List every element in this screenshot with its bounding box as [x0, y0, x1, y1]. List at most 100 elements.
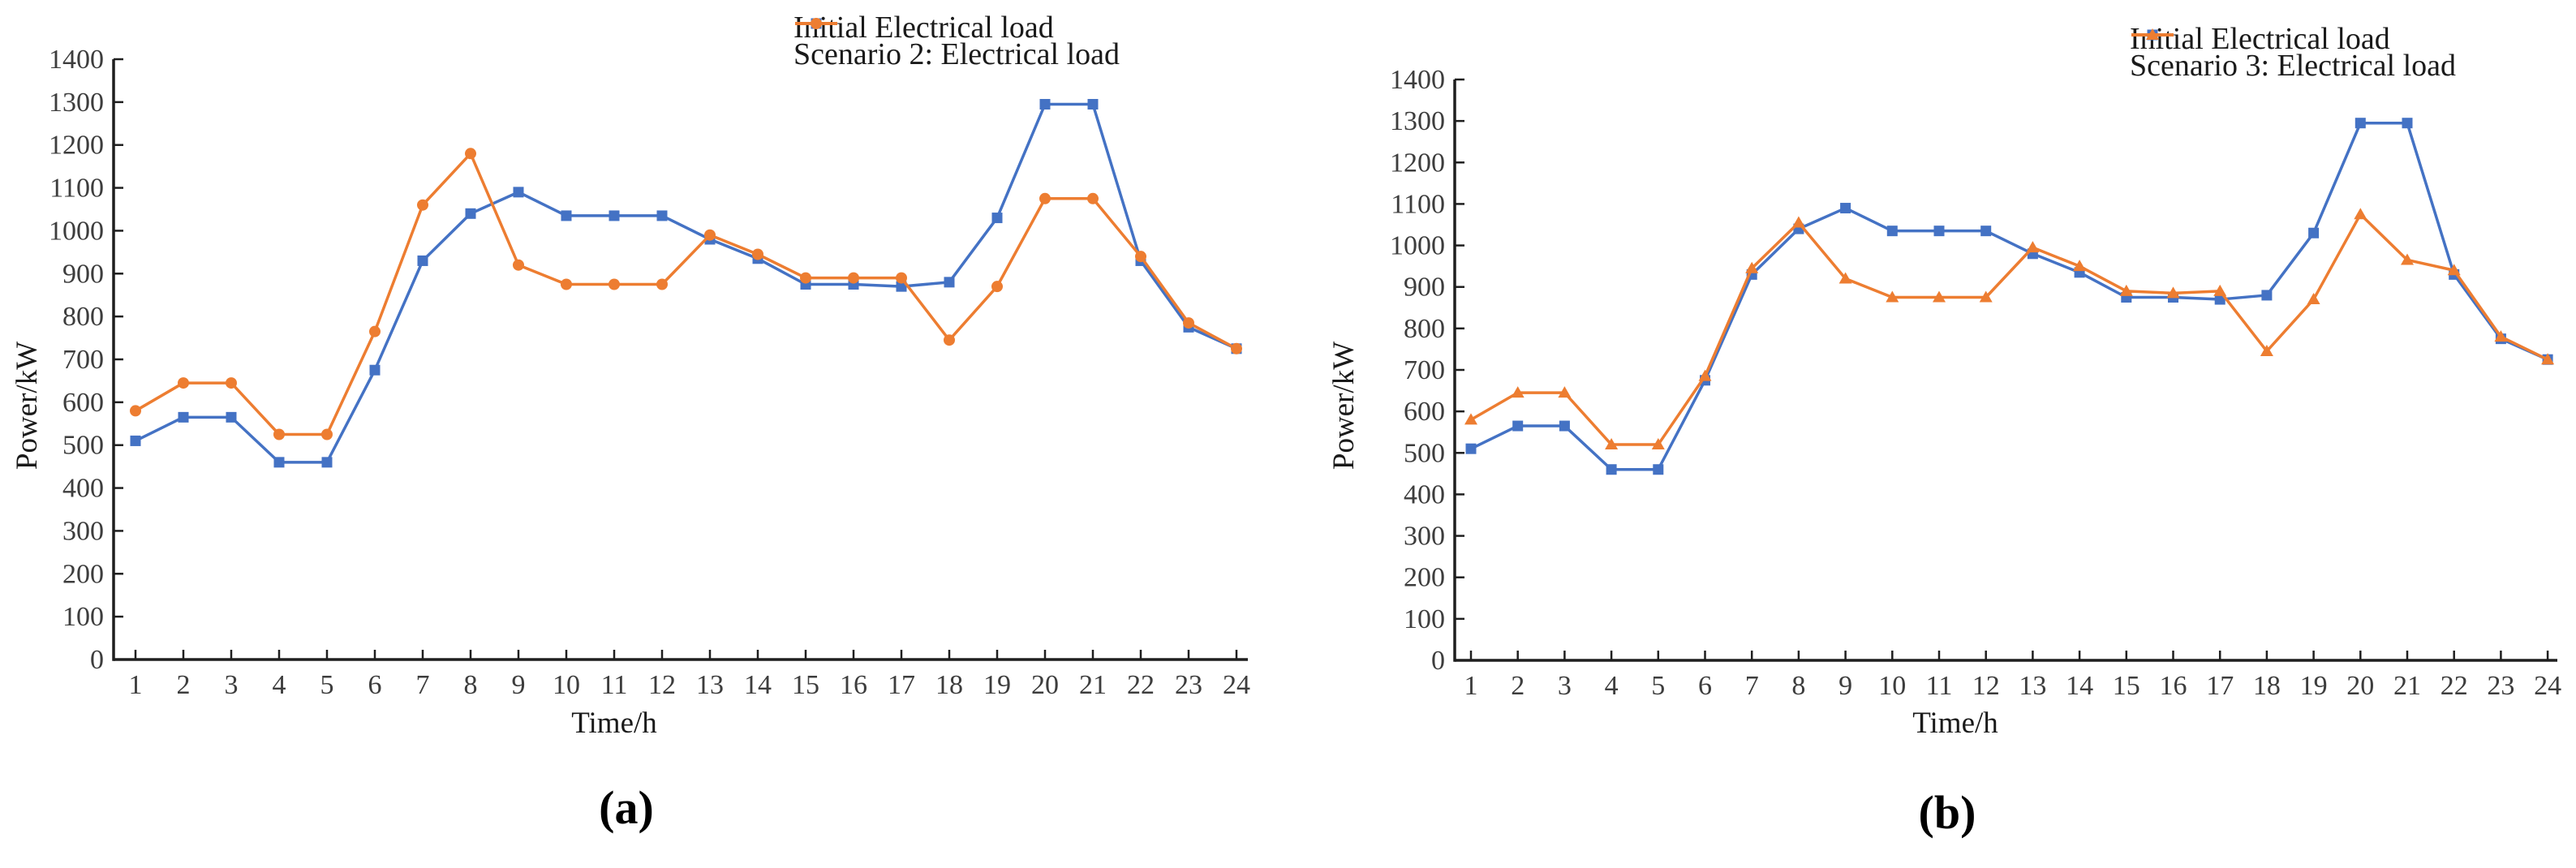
- x-tick-label: 15: [2113, 671, 2140, 701]
- data-point-scenario-3-electrical-load: [2119, 284, 2133, 296]
- data-point-scenario-2-electrical-load: [273, 428, 285, 440]
- y-tick-label: 0: [90, 645, 104, 675]
- x-tick-label: 6: [368, 670, 382, 700]
- x-tick-label: 23: [2487, 671, 2514, 701]
- data-point-initial-electrical-load: [417, 255, 428, 266]
- x-tick-label: 15: [792, 670, 819, 700]
- x-tick-label: 2: [177, 670, 191, 700]
- y-tick-label: 200: [1404, 563, 1445, 593]
- line-chart-a: 0 100 200 300 400 500 600 700 800 900 1000 1100 1200…: [11, 45, 1250, 740]
- data-point-scenario-2-electrical-load: [896, 272, 907, 284]
- data-point-scenario-3-electrical-load: [1838, 272, 1852, 284]
- data-point-scenario-2-electrical-load: [704, 229, 716, 241]
- data-point-initial-electrical-load: [226, 411, 237, 423]
- y-tick-label: 1100: [1391, 189, 1445, 219]
- data-point-scenario-2-electrical-load: [561, 278, 572, 290]
- data-point-initial-electrical-load: [2308, 227, 2320, 238]
- y-tick-label: 1200: [49, 131, 104, 161]
- x-tick-label: 18: [935, 670, 963, 700]
- x-tick-label: 22: [2441, 671, 2468, 701]
- data-point-scenario-2-electrical-load: [752, 248, 763, 260]
- x-tick-label: 16: [840, 670, 867, 700]
- data-point-scenario-3-electrical-load: [1558, 386, 1572, 398]
- data-point-scenario-3-electrical-load: [1979, 290, 1993, 303]
- data-point-initial-electrical-load: [991, 213, 1003, 224]
- legend-marker-scenario3-load: [2131, 28, 2174, 40]
- x-tick-label: 18: [2253, 671, 2281, 701]
- data-point-scenario-2-electrical-load: [417, 199, 428, 211]
- series-line-scenario-3-electrical-load: [1470, 213, 2548, 446]
- data-point-scenario-3-electrical-load: [1651, 438, 1665, 450]
- data-point-initial-electrical-load: [944, 277, 955, 288]
- x-tick-label: 21: [1079, 670, 1107, 700]
- x-tick-label: 16: [2160, 671, 2187, 701]
- y-tick-label: 1300: [1390, 106, 1445, 136]
- data-point-scenario-2-electrical-load: [848, 272, 859, 284]
- data-point-scenario-2-electrical-load: [1135, 251, 1146, 263]
- data-point-initial-electrical-load: [1933, 226, 1945, 237]
- y-tick-label: 1400: [1390, 65, 1445, 95]
- line-chart-b: 0 100 200 300 400 500 600 700 800 900 1000 1100 1200…: [1327, 65, 2561, 740]
- data-point-scenario-3-electrical-load: [2307, 293, 2320, 305]
- data-point-initial-electrical-load: [273, 457, 285, 468]
- data-point-scenario-3-electrical-load: [1791, 216, 1805, 228]
- x-tick-label: 6: [1698, 671, 1712, 701]
- x-tick-label: 7: [1745, 671, 1759, 701]
- y-tick-label: 100: [1404, 604, 1445, 634]
- legend-a: Initial Electrical load Scenario 2: Elec…: [793, 12, 1120, 70]
- data-point-scenario-3-electrical-load: [1464, 413, 1477, 425]
- legend-marker-scenario2-load: [795, 18, 837, 29]
- data-point-initial-electrical-load: [1840, 203, 1851, 214]
- y-tick-label: 300: [1404, 522, 1445, 552]
- x-tick-label: 2: [1511, 671, 1525, 701]
- y-tick-label: 1000: [49, 216, 104, 246]
- x-tick-label: 20: [2346, 671, 2374, 701]
- legend-label: Scenario 3: Electrical load: [2130, 49, 2456, 83]
- y-tick-label: 900: [62, 259, 104, 289]
- data-point-initial-electrical-load: [561, 210, 572, 221]
- y-tick-label: 400: [62, 474, 104, 504]
- data-point-initial-electrical-load: [2355, 118, 2366, 129]
- data-point-scenario-3-electrical-load: [2447, 264, 2461, 276]
- legend-item: Scenario 2: Electrical load: [793, 18, 1120, 70]
- legend-item: Initial Electrical load: [793, 12, 1120, 43]
- y-tick-label: 400: [1404, 479, 1445, 509]
- data-point-initial-electrical-load: [130, 435, 141, 446]
- data-point-scenario-3-electrical-load: [2541, 353, 2555, 365]
- chart-panel-b: 0 100 200 300 400 500 600 700 800 900 1000 1100 1200…: [1288, 0, 2576, 868]
- panel-caption-a: (a): [599, 781, 654, 834]
- data-point-initial-electrical-load: [1465, 443, 1477, 454]
- data-point-scenario-2-electrical-load: [1039, 192, 1051, 204]
- x-tick-label: 3: [225, 670, 239, 700]
- x-tick-label: 12: [1972, 671, 2000, 701]
- x-tick-label: 5: [320, 670, 334, 700]
- x-tick-label: 12: [648, 670, 676, 700]
- y-tick-label: 700: [1404, 355, 1445, 385]
- x-tick-label: 4: [273, 670, 286, 700]
- y-tick-label: 500: [62, 431, 104, 461]
- data-point-scenario-2-electrical-load: [130, 405, 141, 417]
- data-point-initial-electrical-load: [1886, 226, 1898, 237]
- y-tick-label: 1300: [49, 88, 104, 118]
- data-point-scenario-3-electrical-load: [1605, 438, 1619, 450]
- panel-caption-b: (b): [1918, 786, 1976, 839]
- data-point-scenario-2-electrical-load: [369, 325, 381, 337]
- x-tick-label: 19: [2300, 671, 2328, 701]
- y-axis-title: Power/kW: [1327, 342, 1361, 470]
- data-point-scenario-2-electrical-load: [800, 272, 811, 284]
- x-tick-label: 24: [2534, 671, 2561, 701]
- data-point-scenario-3-electrical-load: [2401, 253, 2414, 265]
- x-tick-label: 5: [1651, 671, 1665, 701]
- data-point-initial-electrical-load: [896, 281, 907, 292]
- legend-triangle-marker: [2146, 28, 2159, 40]
- y-tick-label: 500: [1404, 438, 1445, 468]
- x-tick-label: 14: [2066, 671, 2093, 701]
- y-tick-label: 0: [1431, 646, 1445, 676]
- data-point-initial-electrical-load: [1087, 99, 1099, 110]
- data-point-scenario-3-electrical-load: [2354, 208, 2367, 220]
- x-tick-label: 13: [696, 670, 724, 700]
- series-line-initial-electrical-load: [1470, 121, 2548, 471]
- y-tick-label: 200: [62, 559, 104, 589]
- data-point-initial-electrical-load: [2402, 118, 2413, 129]
- x-tick-label: 9: [1838, 671, 1852, 701]
